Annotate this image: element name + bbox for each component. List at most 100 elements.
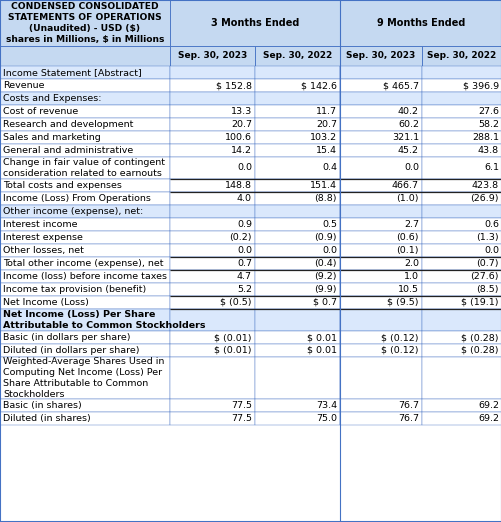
Bar bbox=[0, 179, 170, 192]
Bar bbox=[255, 179, 339, 192]
Bar bbox=[255, 331, 339, 344]
Bar bbox=[421, 92, 501, 105]
Text: Net Income (Loss): Net Income (Loss) bbox=[3, 298, 89, 307]
Text: $ (19.1): $ (19.1) bbox=[460, 298, 498, 307]
Bar bbox=[421, 331, 501, 344]
Text: 45.2: 45.2 bbox=[397, 146, 418, 155]
Bar bbox=[0, 205, 170, 218]
Text: 10.5: 10.5 bbox=[397, 285, 418, 294]
Bar bbox=[339, 79, 421, 92]
Text: Total costs and expenses: Total costs and expenses bbox=[3, 181, 122, 190]
Bar bbox=[255, 270, 339, 283]
Bar bbox=[170, 412, 255, 425]
Text: 76.7: 76.7 bbox=[397, 401, 418, 410]
Bar bbox=[255, 131, 339, 144]
Bar bbox=[421, 309, 501, 331]
Text: 11.7: 11.7 bbox=[315, 107, 336, 116]
Text: (0.7): (0.7) bbox=[475, 259, 498, 268]
Bar bbox=[170, 157, 255, 179]
Text: 43.8: 43.8 bbox=[477, 146, 498, 155]
Text: $ 152.8: $ 152.8 bbox=[215, 81, 252, 90]
Text: 151.4: 151.4 bbox=[310, 181, 336, 190]
Text: 69.2: 69.2 bbox=[477, 414, 498, 423]
Bar bbox=[0, 331, 170, 344]
Bar bbox=[421, 79, 501, 92]
Bar bbox=[339, 331, 421, 344]
Bar bbox=[170, 46, 255, 66]
Bar bbox=[421, 357, 501, 399]
Text: Diluted (in shares): Diluted (in shares) bbox=[3, 414, 91, 423]
Bar bbox=[170, 205, 255, 218]
Text: 4.7: 4.7 bbox=[236, 272, 252, 281]
Text: 103.2: 103.2 bbox=[309, 133, 336, 142]
Bar bbox=[339, 218, 421, 231]
Bar bbox=[170, 118, 255, 131]
Bar bbox=[339, 118, 421, 131]
Bar bbox=[170, 218, 255, 231]
Text: Income (Loss) From Operations: Income (Loss) From Operations bbox=[3, 194, 151, 203]
Bar bbox=[421, 205, 501, 218]
Text: Basic (in shares): Basic (in shares) bbox=[3, 401, 82, 410]
Text: 75.0: 75.0 bbox=[315, 414, 336, 423]
Bar bbox=[0, 296, 170, 309]
Text: 4.0: 4.0 bbox=[236, 194, 252, 203]
Bar bbox=[339, 92, 421, 105]
Bar bbox=[0, 218, 170, 231]
Bar bbox=[170, 231, 255, 244]
Text: 0.0: 0.0 bbox=[483, 246, 498, 255]
Text: 0.6: 0.6 bbox=[483, 220, 498, 229]
Text: (0.9): (0.9) bbox=[314, 233, 336, 242]
Text: (0.1): (0.1) bbox=[396, 246, 418, 255]
Bar bbox=[421, 399, 501, 412]
Text: Income Statement [Abstract]: Income Statement [Abstract] bbox=[3, 68, 141, 77]
Bar bbox=[339, 46, 421, 66]
Bar bbox=[170, 399, 255, 412]
Bar bbox=[339, 399, 421, 412]
Bar bbox=[339, 179, 421, 192]
Text: $ 465.7: $ 465.7 bbox=[382, 81, 418, 90]
Bar bbox=[255, 46, 339, 66]
Bar bbox=[170, 344, 255, 357]
Text: Sep. 30, 2023: Sep. 30, 2023 bbox=[346, 52, 415, 61]
Bar bbox=[170, 309, 255, 331]
Text: Income tax provision (benefit): Income tax provision (benefit) bbox=[3, 285, 146, 294]
Bar bbox=[339, 257, 421, 270]
Bar bbox=[255, 79, 339, 92]
Text: 2.0: 2.0 bbox=[403, 259, 418, 268]
Bar bbox=[170, 331, 255, 344]
Bar bbox=[0, 118, 170, 131]
Text: (8.8): (8.8) bbox=[314, 194, 336, 203]
Text: Other income (expense), net:: Other income (expense), net: bbox=[3, 207, 143, 216]
Bar bbox=[421, 66, 501, 79]
Text: Research and development: Research and development bbox=[3, 120, 133, 129]
Text: Weighted-Average Shares Used in
Computing Net Income (Loss) Per
Share Attributab: Weighted-Average Shares Used in Computin… bbox=[3, 358, 164, 399]
Text: $ 142.6: $ 142.6 bbox=[301, 81, 336, 90]
Bar bbox=[255, 231, 339, 244]
Text: $ (0.12): $ (0.12) bbox=[381, 333, 418, 342]
Bar bbox=[255, 257, 339, 270]
Bar bbox=[421, 412, 501, 425]
Text: 0.5: 0.5 bbox=[321, 220, 336, 229]
Bar bbox=[170, 270, 255, 283]
Text: 423.8: 423.8 bbox=[471, 181, 498, 190]
Text: $ 0.01: $ 0.01 bbox=[307, 346, 336, 355]
Text: $ (0.5): $ (0.5) bbox=[220, 298, 252, 307]
Bar bbox=[421, 179, 501, 192]
Bar bbox=[421, 296, 501, 309]
Text: (26.9): (26.9) bbox=[469, 194, 498, 203]
Text: 13.3: 13.3 bbox=[230, 107, 252, 116]
Text: Interest expense: Interest expense bbox=[3, 233, 83, 242]
Bar bbox=[170, 357, 255, 399]
Text: 5.2: 5.2 bbox=[236, 285, 252, 294]
Bar bbox=[0, 309, 170, 331]
Bar bbox=[421, 283, 501, 296]
Bar bbox=[0, 283, 170, 296]
Text: 3 Months Ended: 3 Months Ended bbox=[210, 18, 299, 28]
Bar bbox=[339, 244, 421, 257]
Bar bbox=[0, 105, 170, 118]
Bar bbox=[339, 357, 421, 399]
Text: Sales and marketing: Sales and marketing bbox=[3, 133, 101, 142]
Text: Sep. 30, 2022: Sep. 30, 2022 bbox=[426, 52, 495, 61]
Text: 20.7: 20.7 bbox=[230, 120, 252, 129]
Bar bbox=[170, 105, 255, 118]
